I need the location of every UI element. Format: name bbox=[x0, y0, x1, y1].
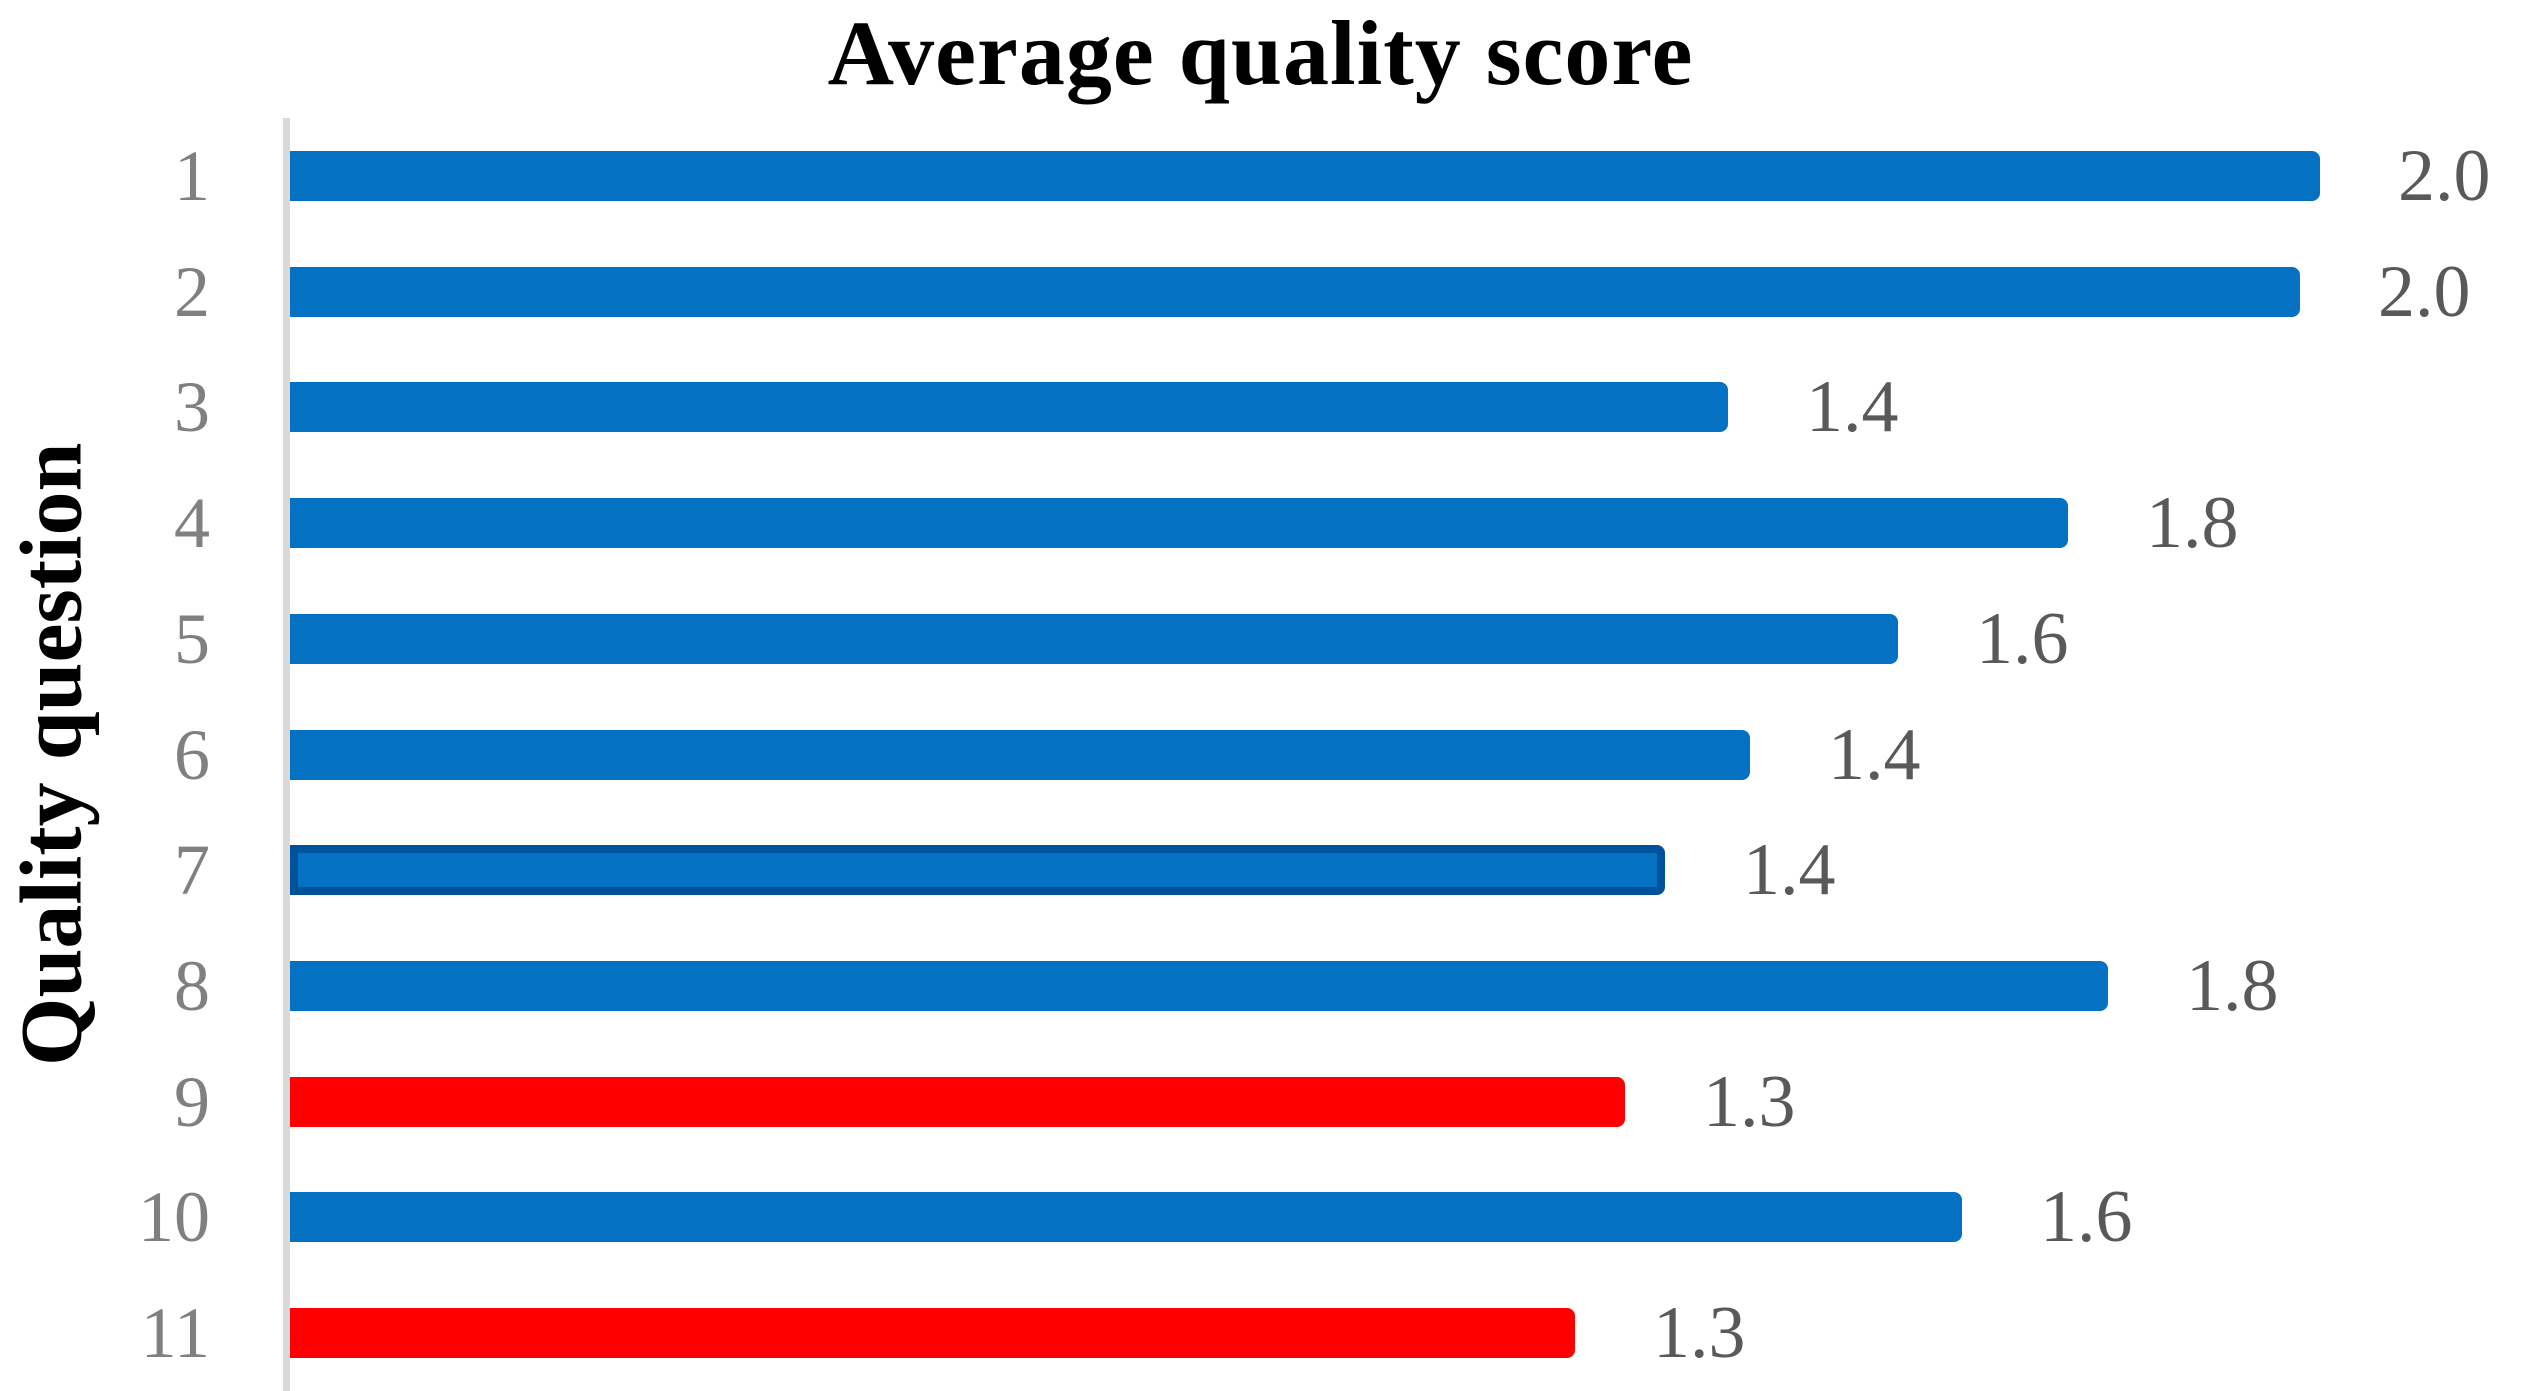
y-axis-line bbox=[283, 118, 290, 1391]
bar-track: 1.4 bbox=[290, 349, 2521, 465]
value-label: 1.4 bbox=[1828, 713, 1921, 796]
category-tick-label: 7 bbox=[174, 830, 210, 911]
value-label: 1.4 bbox=[1806, 366, 1899, 449]
chart-row: 8 1.8 bbox=[0, 928, 2521, 1044]
category-tick-label: 8 bbox=[174, 946, 210, 1026]
category-tick-label: 1 bbox=[174, 135, 210, 216]
chart-row: 9 1.3 bbox=[0, 1044, 2521, 1160]
chart-row: 7 1.4 bbox=[0, 812, 2521, 928]
value-label: 2.0 bbox=[2398, 134, 2491, 217]
category-tick-label: 10 bbox=[138, 1177, 210, 1258]
chart-row: 6 1.4 bbox=[0, 697, 2521, 813]
chart-title: Average quality score bbox=[827, 2, 1694, 104]
value-label: 1.6 bbox=[2040, 1176, 2133, 1259]
bar-track: 2.0 bbox=[290, 118, 2521, 234]
bar-track: 1.4 bbox=[290, 697, 2521, 813]
bar-track: 1.3 bbox=[290, 1275, 2521, 1391]
value-label: 1.3 bbox=[1703, 1060, 1796, 1143]
chart-row: 4 1.8 bbox=[0, 465, 2521, 581]
category-tick-label: 3 bbox=[174, 367, 210, 448]
chart-row: 1 2.0 bbox=[0, 118, 2521, 234]
bar-question-1 bbox=[290, 150, 2320, 201]
bar-track: 1.8 bbox=[290, 928, 2521, 1044]
bar-track: 1.3 bbox=[290, 1044, 2521, 1160]
bar-question-10 bbox=[290, 1192, 1962, 1243]
category-tick-label: 11 bbox=[140, 1293, 210, 1374]
category-tick-label: 4 bbox=[174, 483, 210, 564]
bar-track: 1.6 bbox=[290, 1160, 2521, 1276]
chart-row: 3 1.4 bbox=[0, 349, 2521, 465]
bar-track: 1.6 bbox=[290, 581, 2521, 697]
chart-row: 2 2.0 bbox=[0, 234, 2521, 350]
chart-row: 11 1.3 bbox=[0, 1275, 2521, 1391]
category-tick-label: 9 bbox=[174, 1061, 210, 1142]
bar-question-4 bbox=[290, 498, 2068, 549]
value-label: 2.0 bbox=[2378, 250, 2471, 333]
bar-question-6 bbox=[290, 729, 1750, 780]
value-label: 1.8 bbox=[2186, 945, 2279, 1027]
value-label: 1.3 bbox=[1653, 1292, 1746, 1375]
bar-question-11 bbox=[290, 1308, 1575, 1359]
category-tick-label: 5 bbox=[174, 598, 210, 679]
plot-area: 1 2.0 2 2.0 3 1.4 4 1.8 5 1.6 bbox=[0, 118, 2521, 1391]
bar-question-2 bbox=[290, 266, 2300, 317]
bar-question-5 bbox=[290, 613, 1898, 664]
bar-question-8 bbox=[290, 961, 2108, 1011]
chart-row: 10 1.6 bbox=[0, 1160, 2521, 1276]
value-label: 1.4 bbox=[1743, 829, 1836, 912]
value-label: 1.6 bbox=[1976, 597, 2069, 680]
category-tick-label: 2 bbox=[174, 251, 210, 332]
category-tick-label: 6 bbox=[174, 714, 210, 795]
bar-track: 1.8 bbox=[290, 465, 2521, 581]
bar-track: 2.0 bbox=[290, 234, 2521, 350]
bar-question-9 bbox=[290, 1076, 1625, 1127]
bar-track: 1.4 bbox=[290, 812, 2521, 928]
bar-question-3 bbox=[290, 382, 1728, 433]
chart-row: 5 1.6 bbox=[0, 581, 2521, 697]
value-label: 1.8 bbox=[2146, 482, 2239, 565]
bar-question-7 bbox=[290, 845, 1665, 896]
